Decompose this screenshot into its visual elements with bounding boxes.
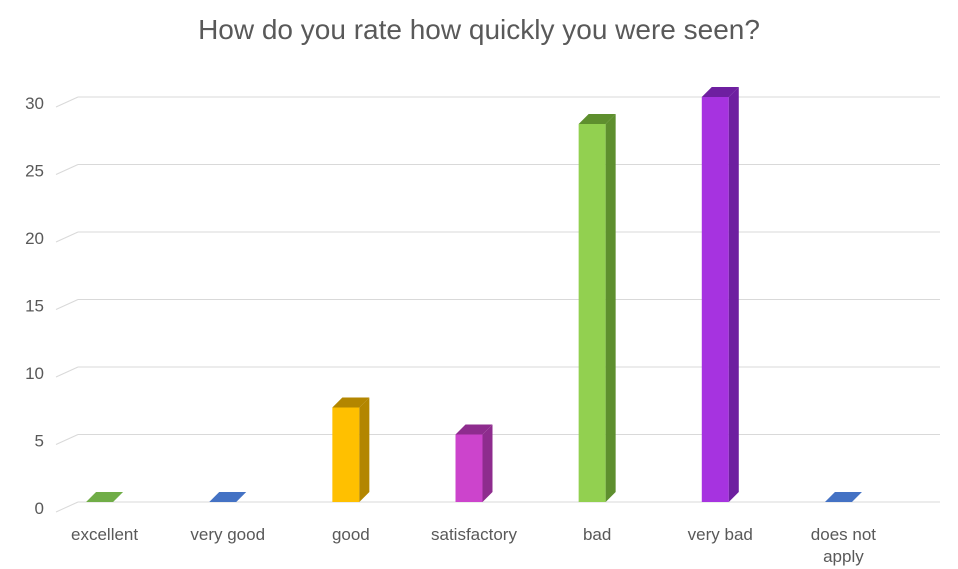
bar-side (359, 397, 370, 502)
bar (455, 424, 493, 502)
x-tick-label: bad (583, 525, 611, 544)
x-tick-line: does not (811, 525, 876, 544)
x-tick-line: very bad (688, 525, 753, 544)
y-tick-label: 5 (35, 432, 44, 451)
gridline-edge (55, 164, 79, 175)
bar-side (605, 114, 616, 502)
bar-top (578, 114, 616, 124)
x-tick-line: very good (190, 525, 265, 544)
y-tick-label: 20 (25, 229, 44, 248)
x-tick-line: excellent (71, 525, 138, 544)
bar (209, 492, 247, 502)
gridline-edge (55, 231, 79, 243)
bar (86, 492, 124, 502)
gridline-edge (55, 501, 79, 513)
y-tick-label: 10 (25, 364, 44, 383)
x-tick-label: excellent (71, 525, 138, 544)
gridline-edge (55, 299, 79, 310)
y-tick-label: 25 (25, 162, 44, 181)
gridline-edge (55, 96, 79, 108)
bar (578, 114, 616, 502)
x-tick-line: good (332, 525, 370, 544)
x-tick-label: very good (190, 525, 265, 544)
bar (332, 397, 370, 502)
bar (824, 492, 862, 502)
bar-top (209, 492, 247, 502)
x-tick-label: good (332, 525, 370, 544)
bar-top (332, 397, 370, 408)
bar-front (455, 434, 483, 502)
x-tick-label: satisfactory (431, 525, 517, 544)
y-tick-label: 30 (25, 94, 44, 113)
bar-front (701, 97, 729, 502)
bar-top (86, 492, 124, 502)
bar-front (332, 407, 360, 502)
bar-side (482, 424, 493, 502)
bar-top (701, 87, 739, 97)
bar (701, 87, 739, 502)
y-tick-label: 15 (25, 297, 44, 316)
x-tick-line: bad (583, 525, 611, 544)
chart-title: How do you rate how quickly you were see… (198, 14, 760, 45)
bar-front (578, 124, 606, 502)
x-tick-line: apply (823, 547, 864, 566)
x-tick-label: does not apply (811, 525, 876, 566)
bar-top (824, 492, 862, 502)
bar-top (455, 424, 493, 435)
gridline-edge (55, 434, 79, 445)
gridline-edge (55, 366, 79, 378)
y-tick-label: 0 (35, 499, 44, 518)
x-tick-line: satisfactory (431, 525, 517, 544)
bar-side (728, 87, 739, 502)
x-tick-label: very bad (688, 525, 753, 544)
